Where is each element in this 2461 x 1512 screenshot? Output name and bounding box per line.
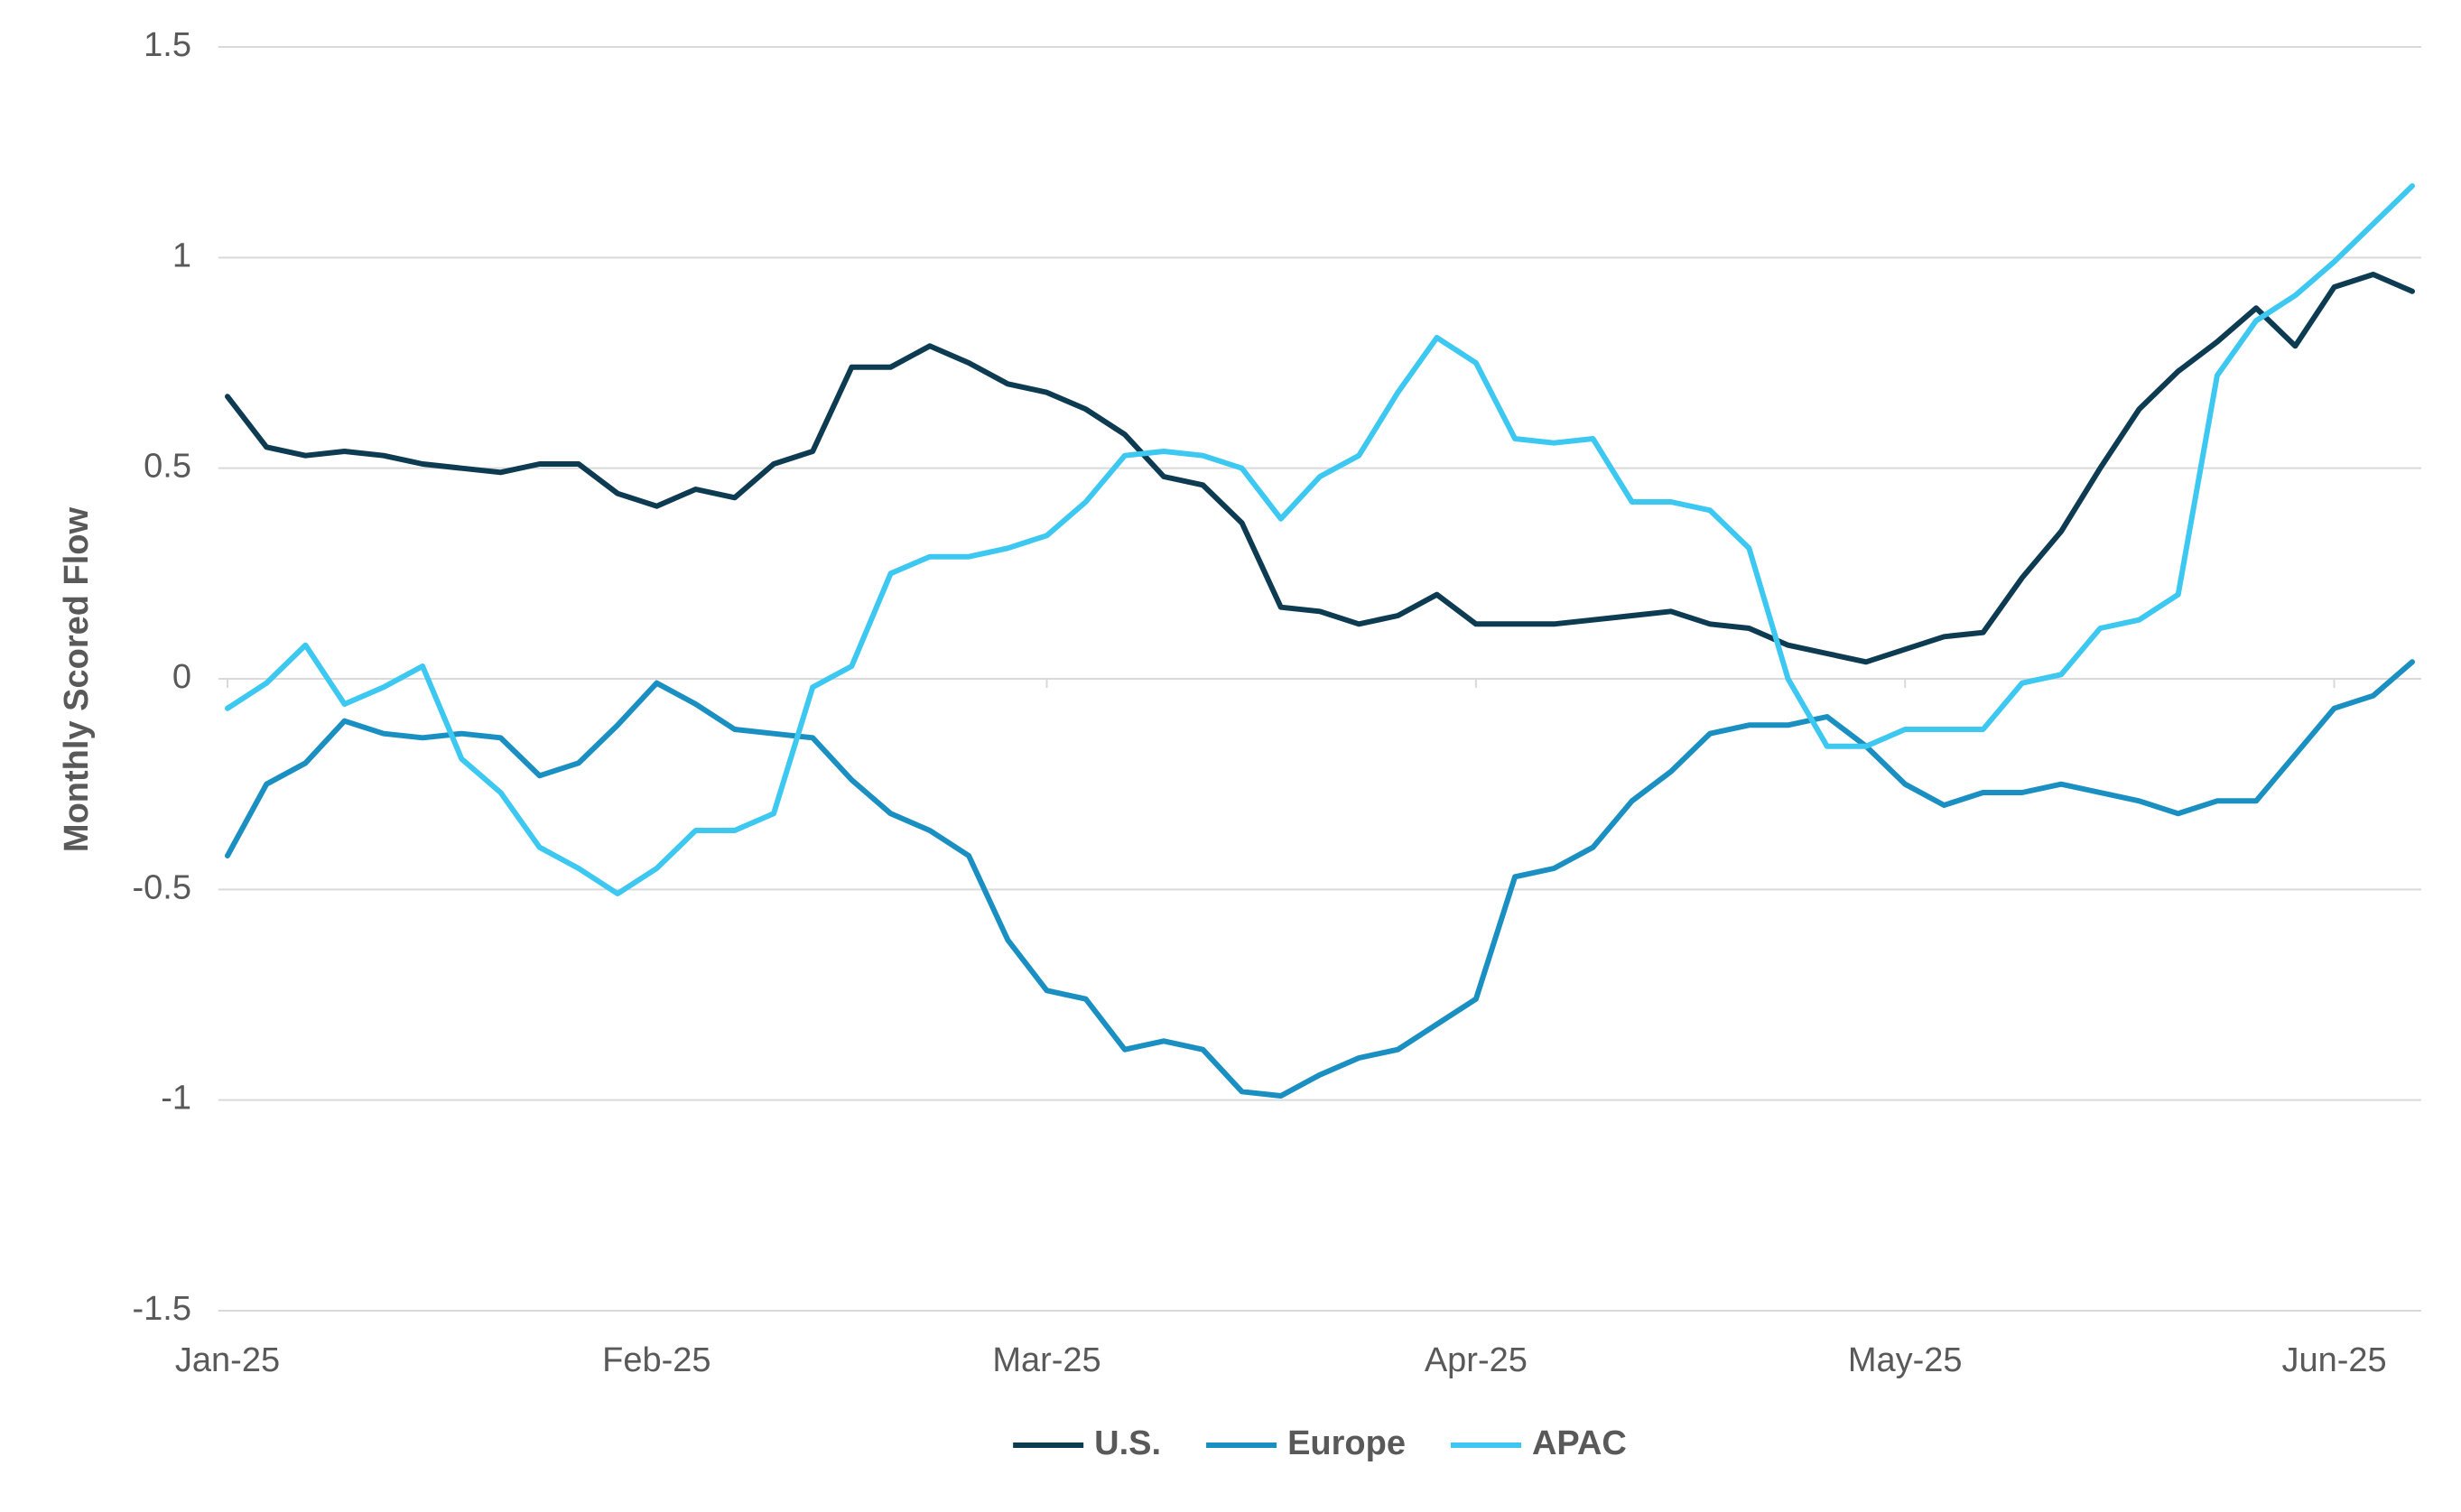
legend-item: APAC xyxy=(1450,1424,1627,1462)
y-tick-label: -1 xyxy=(161,1080,191,1118)
series-line xyxy=(225,272,2415,665)
y-tick-label: 1.5 xyxy=(144,26,191,64)
legend-label: U.S. xyxy=(1094,1424,1161,1462)
x-tick-label: May-25 xyxy=(1848,1341,1963,1379)
legend-item: U.S. xyxy=(1013,1424,1161,1462)
series-line xyxy=(225,659,2415,1099)
x-tick-label: Mar-25 xyxy=(992,1341,1100,1379)
y-axis-title: Monthly Scored Flow xyxy=(58,507,96,853)
legend-item: Europe xyxy=(1206,1424,1406,1462)
y-tick-label: 0.5 xyxy=(144,448,191,486)
legend-label: Europe xyxy=(1287,1424,1406,1462)
y-tick-label: 0 xyxy=(172,658,191,696)
x-tick-label: Jan-25 xyxy=(175,1341,280,1379)
y-tick-label: -1.5 xyxy=(133,1290,191,1328)
legend-label: APAC xyxy=(1532,1424,1627,1462)
legend: U.S. Europe APAC xyxy=(1013,1424,1627,1462)
y-tick-label: -0.5 xyxy=(133,868,191,906)
x-tick-label: Jun-25 xyxy=(2281,1341,2386,1379)
y-tick-label: 1 xyxy=(172,237,191,274)
series-line xyxy=(225,183,2415,896)
grid xyxy=(218,46,2421,1312)
x-tick-label: Apr-25 xyxy=(1425,1341,1528,1379)
x-tick-label: Feb-25 xyxy=(602,1341,710,1379)
